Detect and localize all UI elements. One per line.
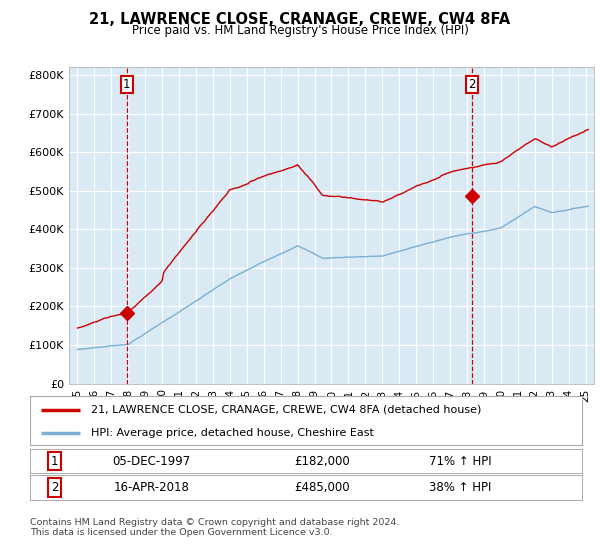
Text: 21, LAWRENCE CLOSE, CRANAGE, CREWE, CW4 8FA (detached house): 21, LAWRENCE CLOSE, CRANAGE, CREWE, CW4 … — [91, 405, 481, 415]
Text: Contains HM Land Registry data © Crown copyright and database right 2024.
This d: Contains HM Land Registry data © Crown c… — [30, 518, 400, 538]
Text: 1: 1 — [51, 455, 59, 468]
Text: 71% ↑ HPI: 71% ↑ HPI — [429, 455, 492, 468]
Text: 38% ↑ HPI: 38% ↑ HPI — [430, 481, 492, 494]
Text: HPI: Average price, detached house, Cheshire East: HPI: Average price, detached house, Ches… — [91, 428, 374, 438]
Text: £485,000: £485,000 — [295, 481, 350, 494]
Text: 05-DEC-1997: 05-DEC-1997 — [112, 455, 191, 468]
Text: 16-APR-2018: 16-APR-2018 — [113, 481, 190, 494]
Text: 2: 2 — [51, 481, 59, 494]
Text: 21, LAWRENCE CLOSE, CRANAGE, CREWE, CW4 8FA: 21, LAWRENCE CLOSE, CRANAGE, CREWE, CW4 … — [89, 12, 511, 27]
Text: Price paid vs. HM Land Registry's House Price Index (HPI): Price paid vs. HM Land Registry's House … — [131, 24, 469, 36]
Text: 1: 1 — [123, 78, 131, 91]
Text: £182,000: £182,000 — [295, 455, 350, 468]
Text: 2: 2 — [468, 78, 476, 91]
